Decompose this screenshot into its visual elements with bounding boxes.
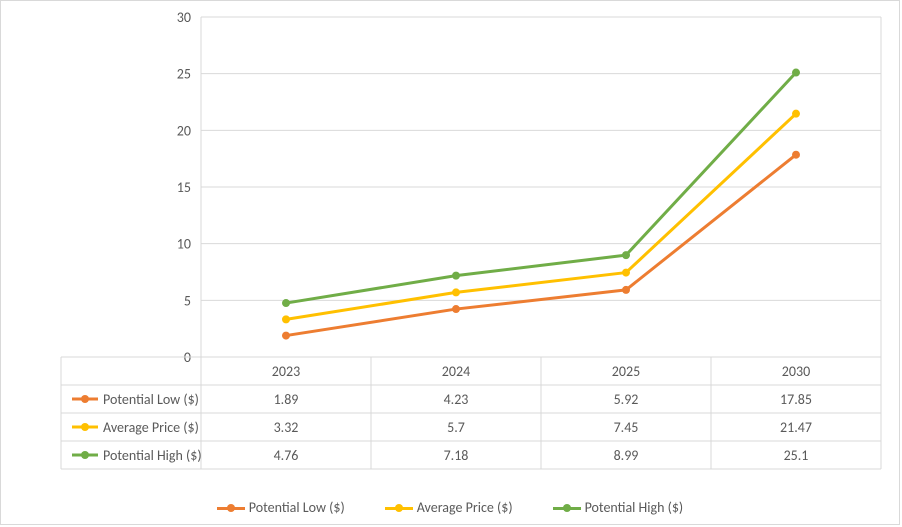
series-value: 4.23 bbox=[444, 391, 469, 408]
series-marker bbox=[792, 151, 800, 159]
legend-swatch bbox=[553, 502, 581, 514]
legend-item: Average Price ($) bbox=[385, 499, 513, 516]
series-marker bbox=[452, 305, 460, 313]
series-value: 17.85 bbox=[780, 391, 812, 408]
y-tick-label: 20 bbox=[177, 122, 191, 139]
category-label: 2024 bbox=[442, 363, 470, 380]
legend: Potential Low ($) Average Price ($) Potent… bbox=[1, 499, 899, 516]
series-marker bbox=[622, 251, 630, 259]
chart-container: 0510152025302023202420252030Potential Lo… bbox=[0, 0, 900, 525]
series-marker bbox=[792, 110, 800, 118]
series-row-label: Potential Low ($) bbox=[103, 391, 199, 408]
series-row-label: Average Price ($) bbox=[103, 419, 199, 436]
series-value: 7.45 bbox=[614, 419, 639, 436]
series-marker bbox=[282, 315, 290, 323]
legend-swatch bbox=[217, 502, 245, 514]
series-value: 3.32 bbox=[274, 419, 299, 436]
category-label: 2030 bbox=[782, 363, 810, 380]
series-marker bbox=[622, 286, 630, 294]
series-value: 8.99 bbox=[614, 447, 639, 464]
legend-swatch bbox=[385, 502, 413, 514]
legend-label: Potential Low ($) bbox=[249, 499, 345, 516]
y-tick-label: 15 bbox=[177, 179, 191, 196]
category-label: 2023 bbox=[272, 363, 300, 380]
series-value: 5.92 bbox=[614, 391, 639, 408]
y-tick-label: 10 bbox=[177, 236, 191, 253]
series-marker bbox=[282, 332, 290, 340]
series-marker bbox=[792, 69, 800, 77]
y-tick-label: 25 bbox=[177, 66, 191, 83]
series-line bbox=[286, 73, 796, 304]
legend-item: Potential High ($) bbox=[553, 499, 684, 516]
series-marker bbox=[622, 269, 630, 277]
series-marker bbox=[452, 272, 460, 280]
line-chart: 0510152025302023202420252030Potential Lo… bbox=[1, 1, 901, 491]
category-label: 2025 bbox=[612, 363, 640, 380]
series-value: 7.18 bbox=[444, 447, 469, 464]
series-value: 25.1 bbox=[784, 447, 809, 464]
y-tick-label: 5 bbox=[184, 292, 191, 309]
series-value: 21.47 bbox=[780, 419, 812, 436]
legend-item: Potential Low ($) bbox=[217, 499, 345, 516]
series-value: 1.89 bbox=[274, 391, 299, 408]
series-value: 5.7 bbox=[447, 419, 465, 436]
y-tick-label: 30 bbox=[177, 9, 191, 26]
series-row-label: Potential High ($) bbox=[103, 447, 202, 464]
legend-label: Average Price ($) bbox=[417, 499, 513, 516]
series-value: 4.76 bbox=[274, 447, 299, 464]
series-marker bbox=[452, 288, 460, 296]
series-marker bbox=[282, 299, 290, 307]
legend-label: Potential High ($) bbox=[585, 499, 684, 516]
